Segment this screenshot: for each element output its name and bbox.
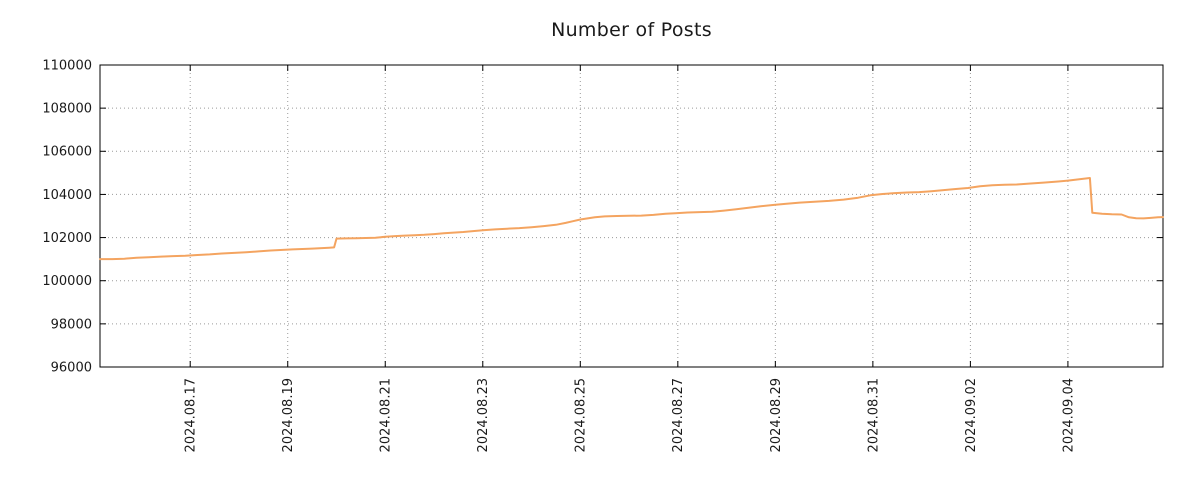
x-tick-label: 2024.08.17 (184, 378, 199, 452)
x-tick-label: 2024.08.21 (379, 378, 394, 452)
y-tick-label: 100000 (42, 274, 92, 289)
x-tick-label: 2024.08.19 (281, 378, 296, 452)
x-tick-label: 2024.09.02 (964, 378, 979, 452)
x-tick-label: 2024.08.27 (671, 378, 686, 452)
y-tick-label: 110000 (42, 58, 92, 73)
series-line (99, 177, 1164, 261)
plot-border (99, 64, 1164, 368)
y-tick-label: 108000 (42, 102, 92, 117)
y-tick-label: 106000 (42, 145, 92, 160)
axis-labels: 96000 98000 100000 102000 104000 106000 108000… (42, 58, 1076, 452)
y-tick-label: 98000 (51, 317, 92, 332)
y-tick-label: 96000 (51, 360, 92, 375)
x-tick-label: 2024.09.04 (1061, 378, 1076, 452)
x-tick-label: 2024.08.31 (866, 378, 881, 452)
y-tick-label: 104000 (42, 188, 92, 203)
chart-title: Number of Posts (551, 19, 712, 41)
y-tick-label: 102000 (42, 231, 92, 246)
tick-marks (100, 64, 1163, 368)
x-tick-label: 2024.08.25 (574, 378, 589, 452)
x-tick-label: 2024.08.23 (476, 378, 491, 452)
x-tick-label: 2024.08.29 (769, 378, 784, 452)
